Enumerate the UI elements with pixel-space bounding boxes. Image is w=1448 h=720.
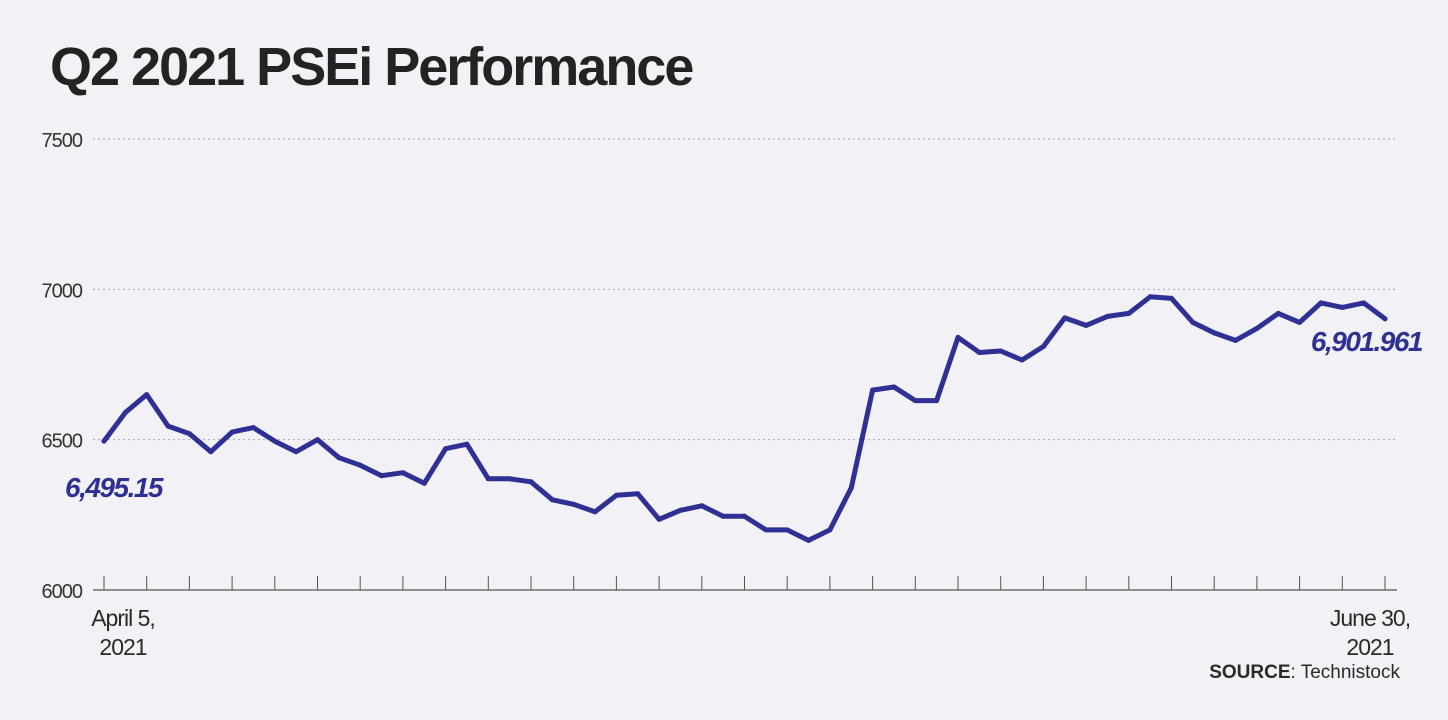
data-point-32 (784, 527, 790, 533)
data-point-15 (421, 480, 427, 486)
data-point-46 (1083, 322, 1089, 328)
data-point-1 (122, 410, 128, 416)
series-line (101, 294, 1388, 543)
data-point-45 (1062, 315, 1068, 321)
data-point-58 (1339, 304, 1345, 310)
data-point-39 (934, 398, 940, 404)
data-point-40 (955, 334, 961, 340)
y-tick-label-6000: 6000 (42, 581, 83, 603)
data-point-51 (1190, 319, 1196, 325)
data-point-29 (720, 513, 726, 519)
data-point-38 (912, 398, 918, 404)
data-point-10 (315, 437, 320, 443)
data-point-57 (1318, 300, 1324, 306)
data-point-5 (208, 449, 214, 455)
data-point-44 (1040, 344, 1046, 349)
data-point-52 (1211, 330, 1217, 336)
data-point-54 (1254, 325, 1260, 331)
data-point-11 (336, 455, 342, 461)
source-label: SOURCE (1209, 662, 1291, 683)
end-value-annotation: 6,901.961 (1311, 326, 1423, 357)
data-point-4 (186, 431, 192, 437)
data-point-12 (357, 462, 363, 468)
data-point-14 (400, 470, 406, 476)
data-point-37 (891, 384, 897, 390)
data-point-59 (1361, 300, 1367, 306)
data-point-42 (998, 348, 1004, 354)
data-point-55 (1275, 310, 1281, 316)
data-point-49 (1147, 294, 1153, 300)
chart-title: Q2 2021 PSEi Performance (50, 37, 694, 97)
data-point-26 (656, 516, 662, 522)
data-point-2 (144, 392, 150, 398)
data-point-7 (250, 425, 256, 431)
data-point-48 (1126, 310, 1132, 316)
data-point-34 (827, 527, 833, 533)
y-tick-label-7500: 7500 (42, 130, 83, 152)
start-value-annotation: 6,495.15 (65, 472, 164, 503)
data-point-41 (976, 350, 982, 355)
data-point-19 (507, 476, 513, 482)
data-point-17 (464, 441, 470, 447)
data-point-21 (549, 497, 555, 503)
x-end-label-line-1: 2021 (1346, 634, 1393, 660)
data-point-30 (742, 513, 747, 519)
data-point-25 (635, 491, 641, 497)
data-point-56 (1297, 319, 1303, 325)
data-point-18 (485, 476, 491, 482)
data-point-6 (229, 429, 235, 435)
y-tick-label-7000: 7000 (42, 280, 83, 302)
data-point-27 (678, 507, 683, 513)
data-point-0 (101, 438, 107, 444)
data-point-22 (571, 501, 577, 507)
data-point-28 (699, 503, 705, 509)
source-credit: SOURCE: Technistock (1209, 662, 1400, 683)
data-point-36 (870, 387, 876, 393)
data-point-47 (1105, 313, 1110, 319)
source-value: Technistock (1300, 662, 1400, 683)
data-point-33 (806, 537, 811, 543)
data-point-20 (528, 479, 534, 485)
y-tick-label-6500: 6500 (42, 431, 83, 453)
data-point-9 (293, 449, 299, 455)
data-point-50 (1169, 295, 1174, 301)
x-end-label-line-0: June 30, (1330, 605, 1410, 631)
data-point-3 (165, 423, 171, 429)
data-point-60 (1382, 316, 1388, 322)
data-point-31 (763, 527, 769, 533)
data-point-53 (1233, 337, 1238, 343)
data-point-24 (613, 492, 619, 498)
data-point-8 (272, 438, 278, 444)
x-start-label-line-0: April 5, (91, 605, 155, 631)
data-point-43 (1019, 357, 1025, 363)
data-point-16 (443, 446, 449, 452)
data-point-35 (848, 485, 854, 491)
data-point-13 (379, 473, 385, 479)
x-start-label-line-1: 2021 (99, 634, 146, 660)
data-point-23 (592, 509, 598, 515)
